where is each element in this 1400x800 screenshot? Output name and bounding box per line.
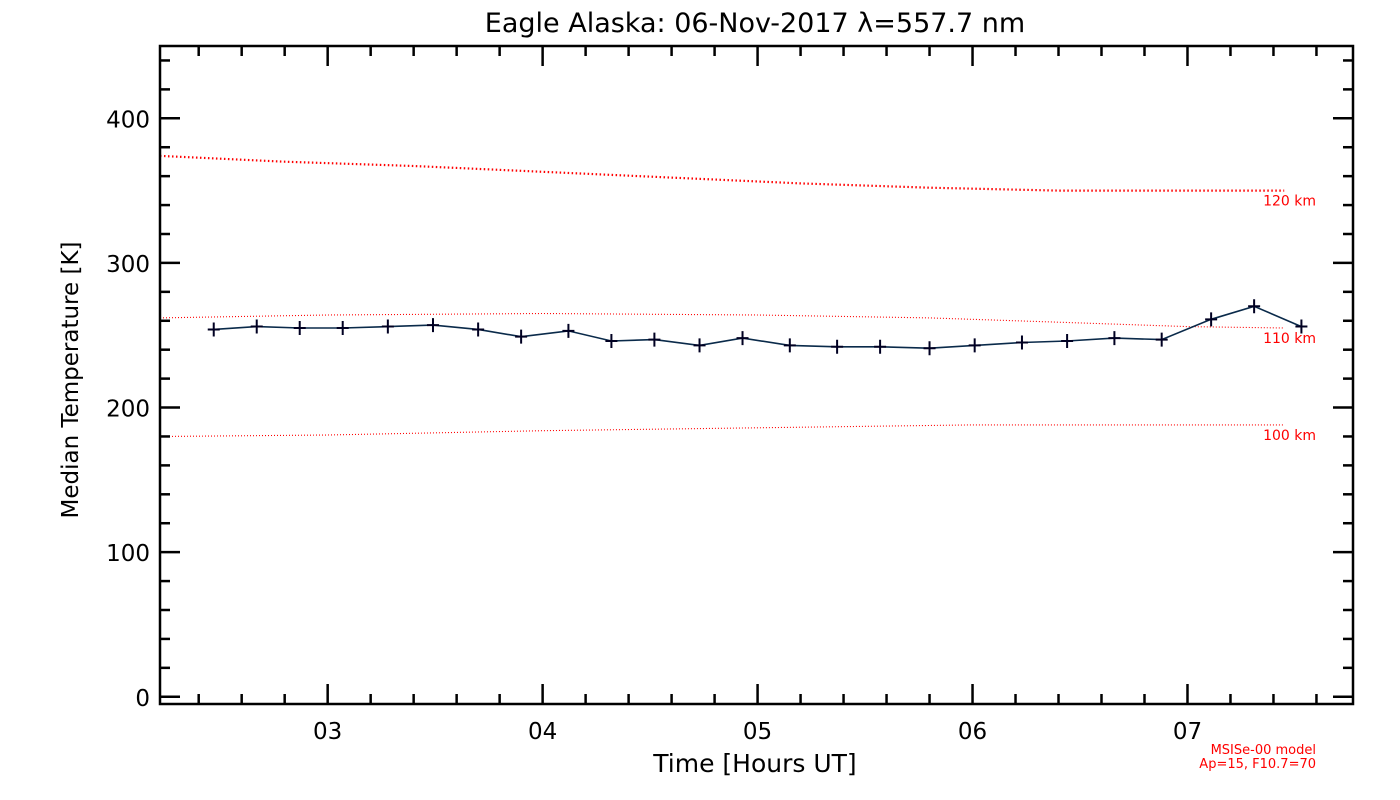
x-tick-label: 05 [743, 719, 772, 745]
model-annotation-2: Ap=15, F10.7=70 [1199, 757, 1316, 772]
y-tick-label: 400 [106, 107, 150, 133]
data-point [1061, 334, 1074, 349]
data-point [426, 318, 439, 333]
data-point [968, 338, 981, 353]
data-point [783, 338, 796, 353]
model-curve-120-km [159, 154, 1285, 192]
data-point [381, 319, 394, 334]
y-axis-label: Median Temperature [K] [58, 242, 84, 519]
model-curve-label: 120 km [1263, 194, 1316, 210]
data-point [250, 319, 263, 334]
model-annotation-1: MSISe-00 model [1211, 743, 1316, 758]
data-point [472, 322, 485, 337]
y-tick-label: 300 [106, 252, 150, 278]
model-curve-label: 100 km [1263, 428, 1316, 444]
series-layer [207, 299, 1308, 356]
data-point [1248, 299, 1261, 314]
x-tick-label: 03 [313, 719, 342, 745]
data-point [923, 341, 936, 356]
data-point [736, 331, 749, 346]
y-tick-label: 0 [135, 686, 150, 712]
data-point [515, 329, 528, 344]
data-point [1155, 332, 1168, 347]
model-curve-label: 110 km [1263, 331, 1316, 347]
series-line [213, 305, 1302, 350]
data-point [831, 339, 844, 354]
y-tick-label: 200 [106, 397, 150, 423]
x-axis-label: Time [Hours UT] [652, 749, 856, 778]
data-point [605, 334, 618, 349]
data-point [874, 339, 887, 354]
data-point [693, 338, 706, 353]
data-point [648, 332, 661, 347]
x-tick-label: 04 [528, 719, 557, 745]
model-curve-100-km [159, 424, 1285, 438]
x-tick-label: 07 [1173, 719, 1202, 745]
x-tick-label: 06 [958, 719, 987, 745]
data-point [1108, 331, 1121, 346]
data-point [336, 321, 349, 335]
model-curve-110-km [159, 312, 1285, 329]
data-point [1205, 312, 1218, 327]
data-point [1015, 335, 1028, 350]
data-point [293, 321, 306, 335]
chart-title: Eagle Alaska: 06-Nov-2017 λ=557.7 nm [485, 8, 1025, 39]
y-tick-label: 100 [106, 541, 150, 567]
model-curves: 120 km 110 km 100 km [159, 154, 1316, 444]
data-point [207, 322, 220, 337]
axes: 03 04 05 06 07 0 100 200 300 400 [106, 46, 1353, 745]
data-point [562, 323, 575, 338]
data-point [1295, 319, 1308, 334]
plot-frame [158, 44, 1355, 706]
